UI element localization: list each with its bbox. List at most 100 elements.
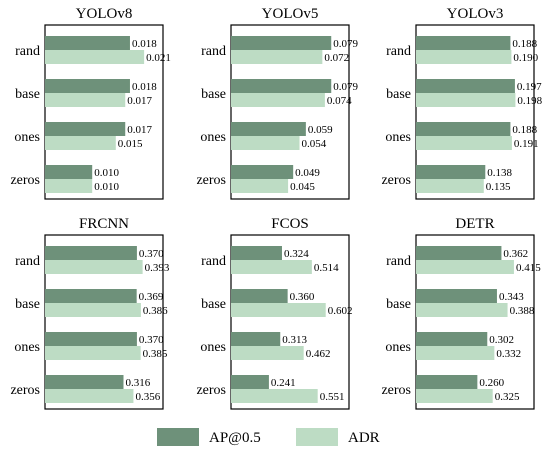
bar-ap bbox=[231, 79, 332, 93]
bar-adr bbox=[416, 179, 484, 193]
data-label: 0.049 bbox=[295, 167, 320, 179]
category-label: zeros bbox=[196, 383, 226, 398]
bar-adr bbox=[231, 179, 289, 193]
bar-adr bbox=[231, 50, 323, 64]
panel-title: FCOS bbox=[271, 216, 309, 232]
data-label: 0.370 bbox=[139, 334, 164, 346]
category-label: rand bbox=[15, 254, 40, 269]
bar-adr bbox=[416, 50, 512, 64]
bar-adr bbox=[416, 93, 516, 107]
panel-title: YOLOv8 bbox=[76, 6, 133, 22]
bar-adr bbox=[45, 136, 116, 150]
data-label: 0.079 bbox=[333, 38, 358, 50]
data-label: 0.393 bbox=[145, 262, 170, 274]
data-label: 0.415 bbox=[516, 262, 541, 274]
bar-ap bbox=[45, 36, 130, 50]
data-label: 0.602 bbox=[328, 305, 353, 317]
bar-ap bbox=[231, 165, 294, 179]
category-label: ones bbox=[14, 340, 40, 355]
bar-ap bbox=[231, 122, 306, 136]
legend-label: AP@0.5 bbox=[209, 430, 261, 446]
data-label: 0.360 bbox=[290, 291, 315, 303]
data-label: 0.241 bbox=[271, 377, 296, 389]
bar-ap bbox=[416, 122, 511, 136]
data-label: 0.198 bbox=[517, 95, 542, 107]
category-label: base bbox=[15, 297, 40, 312]
category-label: ones bbox=[385, 130, 411, 145]
category-label: base bbox=[15, 87, 40, 102]
bar-ap bbox=[45, 246, 137, 260]
data-label: 0.324 bbox=[284, 248, 309, 260]
panel-title: YOLOv3 bbox=[447, 6, 504, 22]
data-label: 0.015 bbox=[118, 138, 143, 150]
data-label: 0.514 bbox=[314, 262, 339, 274]
data-label: 0.302 bbox=[489, 334, 514, 346]
bar-ap bbox=[45, 165, 93, 179]
category-label: base bbox=[386, 297, 411, 312]
data-label: 0.332 bbox=[496, 348, 521, 360]
bar-adr bbox=[45, 50, 145, 64]
data-label: 0.021 bbox=[146, 52, 171, 64]
data-label: 0.188 bbox=[512, 38, 537, 50]
bar-ap bbox=[231, 246, 282, 260]
data-label: 0.388 bbox=[510, 305, 535, 317]
category-label: base bbox=[201, 87, 226, 102]
category-label: ones bbox=[200, 340, 226, 355]
data-label: 0.188 bbox=[512, 124, 537, 136]
bar-ap bbox=[416, 375, 478, 389]
panel-frame bbox=[44, 24, 164, 200]
bar-ap bbox=[416, 332, 488, 346]
bar-ap bbox=[45, 289, 137, 303]
bar-adr bbox=[231, 346, 304, 360]
data-label: 0.045 bbox=[290, 181, 315, 193]
bar-ap bbox=[416, 246, 502, 260]
panel-frame bbox=[230, 234, 350, 410]
panel-title: DETR bbox=[455, 216, 494, 232]
data-label: 0.018 bbox=[132, 81, 157, 93]
data-label: 0.191 bbox=[514, 138, 539, 150]
data-label: 0.386 bbox=[143, 305, 168, 317]
data-label: 0.010 bbox=[94, 167, 119, 179]
data-label: 0.054 bbox=[302, 138, 327, 150]
category-label: zeros bbox=[381, 383, 411, 398]
bar-ap bbox=[45, 332, 137, 346]
legend-label: ADR bbox=[348, 430, 380, 446]
data-label: 0.135 bbox=[486, 181, 511, 193]
legend-swatch bbox=[296, 428, 338, 446]
bar-adr bbox=[416, 260, 514, 274]
data-label: 0.362 bbox=[503, 248, 528, 260]
data-label: 0.369 bbox=[139, 291, 164, 303]
data-label: 0.010 bbox=[94, 181, 119, 193]
bar-adr bbox=[45, 346, 141, 360]
bar-adr bbox=[231, 93, 325, 107]
data-label: 0.017 bbox=[127, 124, 152, 136]
bar-adr bbox=[45, 303, 141, 317]
category-label: zeros bbox=[196, 173, 226, 188]
category-label: ones bbox=[385, 340, 411, 355]
bar-adr bbox=[231, 136, 300, 150]
bar-adr bbox=[45, 260, 143, 274]
panel-frame bbox=[230, 24, 350, 200]
data-label: 0.074 bbox=[327, 95, 352, 107]
bar-ap bbox=[45, 375, 124, 389]
bar-ap bbox=[416, 289, 497, 303]
category-label: zeros bbox=[10, 173, 40, 188]
category-label: zeros bbox=[10, 383, 40, 398]
category-label: rand bbox=[201, 254, 226, 269]
bar-adr bbox=[45, 389, 134, 403]
category-label: rand bbox=[201, 44, 226, 59]
data-label: 0.138 bbox=[487, 167, 512, 179]
panel-frame bbox=[415, 234, 535, 410]
data-label: 0.325 bbox=[495, 391, 520, 403]
bar-ap bbox=[231, 289, 288, 303]
panel-frame bbox=[415, 24, 535, 200]
data-label: 0.462 bbox=[306, 348, 331, 360]
bar-adr bbox=[231, 389, 318, 403]
bar-ap bbox=[231, 332, 281, 346]
data-label: 0.079 bbox=[333, 81, 358, 93]
bar-ap bbox=[231, 375, 269, 389]
bar-ap bbox=[416, 79, 515, 93]
bar-ap bbox=[231, 36, 332, 50]
data-label: 0.385 bbox=[143, 348, 168, 360]
